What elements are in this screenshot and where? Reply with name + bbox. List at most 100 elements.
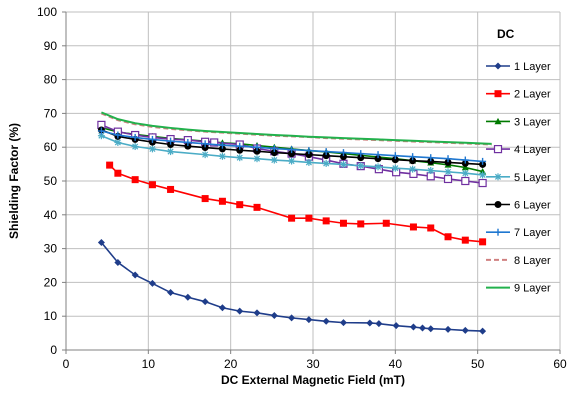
data-point <box>494 62 502 70</box>
data-point <box>339 219 347 227</box>
data-point <box>494 117 502 125</box>
data-point <box>444 325 452 333</box>
series-line <box>101 134 483 176</box>
data-point <box>184 138 192 146</box>
data-point <box>288 146 296 154</box>
data-point <box>374 163 382 171</box>
data-point <box>427 154 435 162</box>
data-point <box>494 201 502 208</box>
data-point-stroke <box>149 145 156 152</box>
x-tick-label: 0 <box>63 357 70 371</box>
data-point <box>201 140 209 148</box>
data-point <box>444 155 452 163</box>
data-point <box>479 238 487 246</box>
x-tick-label: 20 <box>224 357 238 371</box>
data-point <box>375 320 383 328</box>
data-point <box>253 143 261 151</box>
data-point <box>131 143 139 151</box>
data-point <box>305 214 313 222</box>
data-point-stroke <box>202 151 209 158</box>
axes <box>62 11 561 354</box>
y-tick-label: 20 <box>44 275 58 289</box>
legend-label: 4 Layer <box>514 144 551 156</box>
data-point <box>114 169 122 177</box>
data-point <box>236 201 244 209</box>
data-point <box>493 145 503 154</box>
data-point-stroke <box>374 163 382 170</box>
data-point <box>419 324 427 332</box>
data-point-stroke <box>305 159 312 166</box>
data-point <box>444 233 452 241</box>
data-point <box>427 157 435 165</box>
data-point <box>339 319 347 327</box>
data-point <box>218 152 226 160</box>
data-point-stroke <box>219 153 226 160</box>
data-point <box>114 138 122 146</box>
legend: DC 1 Layer 2 Layer 3 Layer 4 Layer 5 Layer 6 … <box>486 27 551 295</box>
series-9-layer <box>101 111 492 145</box>
legend-item: 5 Layer <box>486 172 551 184</box>
data-point-stroke <box>444 168 452 175</box>
data-point <box>339 160 347 168</box>
data-point <box>494 90 502 98</box>
data-point <box>184 142 192 150</box>
data-point <box>253 309 261 317</box>
data-point <box>167 148 175 156</box>
data-point <box>461 176 470 186</box>
data-point <box>210 138 219 147</box>
data-point <box>114 131 122 139</box>
data-point <box>253 147 261 155</box>
y-tick-label: 10 <box>44 309 58 323</box>
data-point <box>322 148 330 156</box>
data-point <box>392 322 400 330</box>
legend-label: 9 Layer <box>514 283 551 295</box>
data-point <box>461 169 469 177</box>
data-point <box>479 157 487 165</box>
data-point <box>270 149 278 157</box>
data-point <box>218 141 226 149</box>
data-point <box>288 157 296 165</box>
data-point <box>148 181 156 189</box>
data-point-stroke <box>323 160 330 167</box>
data-point <box>114 258 122 266</box>
legend-label: 1 Layer <box>514 61 551 73</box>
data-point <box>167 185 175 193</box>
data-point <box>339 153 347 161</box>
series-7-layer <box>97 127 487 165</box>
data-point <box>236 154 244 162</box>
data-point-stroke <box>114 139 121 146</box>
data-point <box>409 153 417 161</box>
legend-label: 8 Layer <box>514 255 551 267</box>
data-point <box>288 214 296 222</box>
data-point <box>366 319 374 327</box>
data-point <box>357 154 365 162</box>
data-point <box>270 156 278 164</box>
y-tick-label: 30 <box>44 242 58 256</box>
series-layer <box>97 111 492 335</box>
data-point-stroke <box>288 158 295 165</box>
data-point <box>391 156 399 164</box>
data-point <box>167 137 175 145</box>
data-point-stroke <box>98 132 105 139</box>
legend-item: 1 Layer <box>486 61 551 73</box>
data-point <box>97 239 105 247</box>
y-tick-label: 80 <box>44 73 58 87</box>
data-point <box>184 293 192 301</box>
data-point <box>391 164 399 172</box>
x-tick-label: 30 <box>306 357 320 371</box>
data-point <box>201 195 209 203</box>
data-point <box>427 224 435 232</box>
data-point <box>461 163 469 171</box>
data-point <box>427 325 435 333</box>
data-point-stroke <box>427 167 434 174</box>
legend-label: 7 Layer <box>514 227 551 239</box>
data-point-stroke <box>462 170 469 177</box>
legend-label: 5 Layer <box>514 172 551 184</box>
data-point <box>409 157 417 165</box>
data-point <box>236 146 244 154</box>
data-point <box>374 155 382 163</box>
data-point-stroke <box>271 156 278 164</box>
data-point <box>461 326 469 334</box>
data-point <box>494 173 502 181</box>
